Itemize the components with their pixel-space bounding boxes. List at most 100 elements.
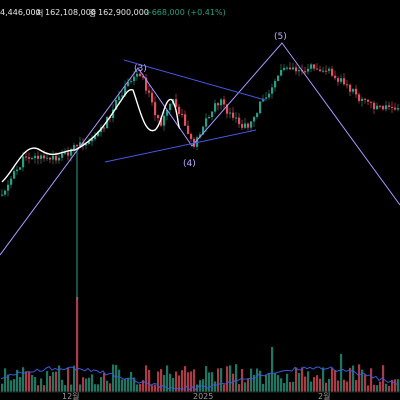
candlesticks: [1, 62, 400, 300]
candle-body: [73, 145, 76, 150]
candle-body: [214, 103, 217, 112]
volume-bar: [235, 364, 238, 392]
candle-body: [253, 116, 256, 122]
volume-bar: [55, 371, 58, 392]
candle-body: [91, 139, 94, 142]
volume-bar: [43, 385, 46, 392]
candle-body: [313, 64, 316, 69]
candle-body: [127, 82, 130, 87]
candle-body: [199, 134, 202, 138]
candle-body: [133, 76, 136, 82]
low-label: 저: [36, 9, 44, 18]
volume-bar: [370, 368, 373, 392]
volume-bars: [1, 297, 400, 392]
volume-bar: [34, 376, 37, 392]
candle-body: [325, 70, 328, 72]
volume-bar: [331, 367, 334, 392]
volume-bar: [259, 370, 262, 392]
candle-body: [55, 155, 58, 161]
candle-body: [106, 117, 109, 129]
volume-bar: [70, 384, 73, 392]
volume-moving-average: [0, 366, 398, 391]
volume-bar: [355, 380, 358, 392]
volume-bar: [163, 374, 166, 392]
candle-body: [319, 69, 322, 72]
volume-bar: [118, 369, 121, 392]
volume-bar: [76, 297, 79, 392]
candle-body: [76, 145, 79, 147]
volume-bar: [358, 364, 361, 392]
candle-body: [1, 194, 4, 196]
candle-body: [103, 127, 106, 129]
candle-body: [334, 75, 337, 79]
candle-body: [136, 73, 139, 77]
volume-bar: [151, 385, 154, 392]
candle-body: [256, 113, 259, 117]
volume-bar: [184, 366, 187, 392]
candle-body: [259, 101, 262, 114]
open-value-partial: 4,446,000: [0, 8, 41, 17]
volume-bar: [214, 381, 217, 392]
candle-body: [394, 107, 397, 110]
volume-bar: [58, 365, 61, 392]
wave-labels: (3) (4) (5): [134, 32, 287, 169]
candle-body: [160, 118, 163, 126]
candle-body: [97, 132, 100, 137]
volume-bar: [313, 377, 316, 392]
candle-body: [19, 167, 22, 170]
candle-body: [4, 190, 7, 195]
candle-body: [37, 155, 40, 159]
low-value: 162,108,000: [45, 8, 96, 17]
candle-body: [220, 99, 223, 106]
volume-bar: [7, 374, 10, 392]
volume-bar: [178, 375, 181, 392]
time-axis: 12월 2025 2월: [0, 391, 400, 400]
x-tick-label: 2월: [318, 391, 330, 400]
volume-bar: [64, 385, 67, 392]
volume-bar: [97, 384, 100, 392]
candle-body: [307, 68, 310, 72]
volume-bar: [121, 379, 124, 392]
volume-ma-line: [0, 366, 398, 391]
candle-body: [112, 109, 115, 119]
candle-body: [238, 117, 241, 125]
volume-bar: [10, 380, 13, 392]
volume-bar: [145, 365, 148, 392]
volume-bar: [241, 368, 244, 392]
candle-body: [10, 178, 13, 185]
volume-bar: [1, 383, 4, 392]
volume-bar: [316, 375, 319, 392]
volume-bar: [124, 379, 127, 392]
candle-body: [385, 105, 388, 110]
candle-body: [142, 76, 145, 78]
candle-body: [322, 70, 325, 72]
candle-body: [292, 67, 295, 70]
candle-body: [22, 156, 25, 168]
volume-bar: [136, 384, 139, 392]
candle-body: [205, 118, 208, 127]
volume-bar: [232, 373, 235, 392]
candle-body: [7, 184, 10, 191]
volume-bar: [193, 369, 196, 392]
volume-bar: [298, 372, 301, 392]
volume-bar: [130, 371, 133, 392]
candle-body: [115, 100, 118, 110]
volume-bar: [205, 366, 208, 392]
volume-bar: [394, 379, 397, 392]
volume-bar: [190, 371, 193, 392]
candle-body: [151, 92, 154, 103]
candle-body: [118, 96, 121, 101]
wave-line: [0, 42, 400, 256]
volume-bar: [337, 380, 340, 392]
candle-body: [247, 123, 250, 128]
volume-bar: [340, 354, 343, 392]
candle-body: [250, 121, 253, 128]
candle-body: [364, 98, 367, 100]
candle-body: [145, 77, 148, 91]
volume-bar: [274, 372, 277, 392]
candle-body: [304, 71, 307, 73]
candle-body: [25, 156, 28, 158]
candle-body: [28, 157, 31, 159]
close-label: 종: [89, 9, 97, 18]
